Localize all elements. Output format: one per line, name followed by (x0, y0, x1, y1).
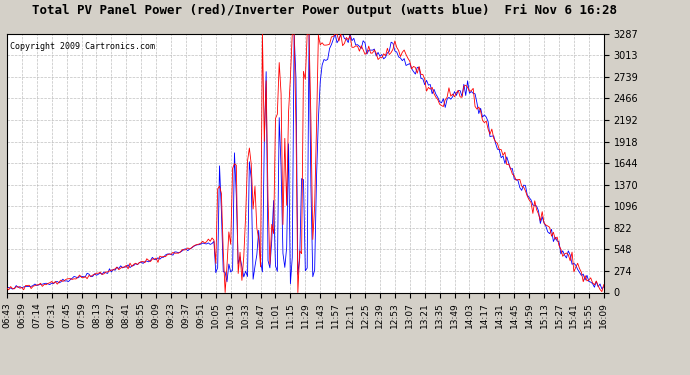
Text: Copyright 2009 Cartronics.com: Copyright 2009 Cartronics.com (10, 42, 155, 51)
Text: Total PV Panel Power (red)/Inverter Power Output (watts blue)  Fri Nov 6 16:28: Total PV Panel Power (red)/Inverter Powe… (32, 4, 617, 17)
